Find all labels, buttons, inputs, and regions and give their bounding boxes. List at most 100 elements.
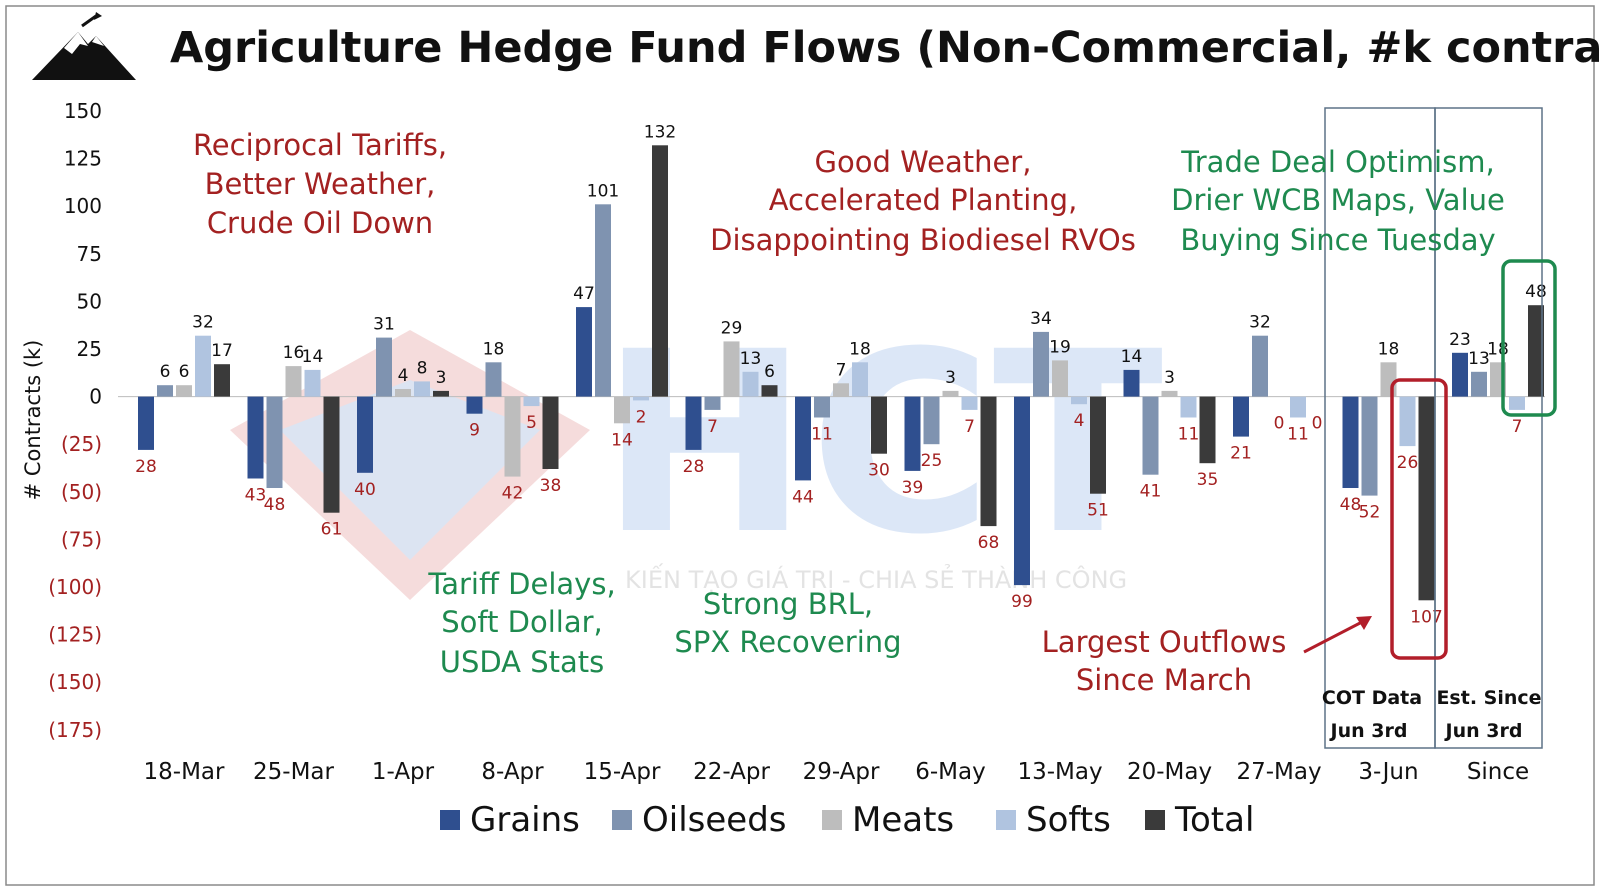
bar-total — [1528, 305, 1544, 397]
y-tick-label: 25 — [77, 337, 102, 361]
x-tick-label: 22-Apr — [693, 759, 770, 785]
bar-grains — [466, 396, 483, 414]
y-tick-label: (100) — [48, 575, 102, 599]
legend-label-oilseeds: Oilseeds — [642, 800, 787, 840]
data-label: 32 — [1249, 313, 1271, 333]
largest-outflow-highlight — [1390, 378, 1448, 660]
bar-softs — [633, 396, 649, 401]
annotation-line: Est. Since — [1436, 687, 1541, 709]
data-label: 9 — [469, 421, 480, 441]
y-tick-label: (150) — [48, 670, 102, 694]
data-label: 101 — [587, 181, 619, 201]
plot-area — [118, 145, 1545, 601]
legend-label-total: Total — [1174, 800, 1254, 840]
bar-oilseeds — [485, 362, 502, 397]
annotation-cot-data: COT Data Jun 3rd — [1322, 687, 1422, 742]
data-label: 13 — [740, 349, 762, 369]
data-label: 11 — [1287, 425, 1309, 445]
y-tick-label: 0 — [89, 385, 102, 409]
data-label: 18 — [483, 339, 505, 359]
data-label: 31 — [373, 315, 395, 335]
data-label: 7 — [1512, 417, 1523, 437]
watermark-logo-shape — [230, 330, 590, 600]
annotation-line: SPX Recovering — [674, 625, 901, 659]
watermark-logo-inner — [280, 380, 540, 560]
y-tick-label: 125 — [64, 147, 102, 171]
annotation-line: Soft Dollar, — [441, 605, 603, 639]
bar-oilseeds — [1361, 396, 1378, 496]
y-tick-label: 50 — [77, 289, 102, 313]
x-tick-label: Since — [1467, 759, 1529, 785]
legend-swatch-meats — [822, 810, 842, 830]
x-tick-label: 8-Apr — [481, 759, 544, 785]
bar-oilseeds — [1471, 371, 1487, 397]
data-label: 17 — [211, 341, 233, 361]
legend-swatch-total — [1145, 810, 1165, 830]
annotation-est-since: Est. Since Jun 3rd — [1436, 687, 1541, 742]
bar-meats — [1380, 362, 1397, 397]
y-tick-label: (125) — [48, 623, 102, 647]
data-label: 16 — [283, 343, 305, 363]
bar-softs — [1071, 396, 1087, 405]
annotation-reciprocal-tariffs: Reciprocal Tariffs, Better Weather, Crud… — [193, 128, 447, 240]
chart-legend: Grains Oilseeds Meats Softs Total — [440, 800, 1254, 840]
annotation-line: Largest Outflows — [1042, 625, 1287, 659]
bar-oilseeds — [1033, 331, 1049, 397]
annotation-line: Good Weather, — [815, 145, 1032, 179]
data-label: 14 — [302, 347, 324, 367]
bar-total — [542, 396, 559, 469]
data-label: 7 — [836, 360, 847, 380]
data-label: 8 — [417, 358, 428, 378]
annotation-line: Reciprocal Tariffs, — [193, 128, 447, 162]
bar-softs — [195, 335, 211, 397]
y-tick-label: (75) — [61, 527, 102, 551]
outflow-arrow — [1303, 616, 1372, 654]
data-label: 13 — [1468, 349, 1490, 369]
data-label: 39 — [902, 478, 924, 498]
bar-oilseeds — [376, 337, 392, 397]
data-label: 42 — [502, 484, 524, 504]
bar-total — [323, 396, 340, 513]
bar-meats — [1052, 360, 1068, 397]
data-label: 68 — [978, 533, 1000, 553]
data-label: 48 — [1340, 495, 1362, 515]
data-label: 18 — [1378, 339, 1400, 359]
bar-oilseeds — [704, 396, 721, 410]
data-label: 14 — [1121, 347, 1143, 367]
x-tick-label: 27-May — [1236, 759, 1321, 785]
y-tick-label: 75 — [77, 242, 102, 266]
bar-grains — [795, 396, 811, 481]
annotation-line: Strong BRL, — [703, 587, 873, 621]
x-tick-label: 29-Apr — [803, 759, 880, 785]
chart-frame — [5, 5, 1595, 886]
bar-total — [214, 364, 230, 397]
annotation-line: USDA Stats — [440, 645, 605, 679]
y-tick-label: (175) — [48, 718, 102, 742]
bar-softs — [1180, 396, 1197, 418]
x-axis-ticks: 18-Mar 25-Mar 1-Apr 8-Apr 15-Apr 22-Apr 29-Apr… — [144, 759, 1530, 785]
data-label: 28 — [683, 457, 705, 477]
bar-grains — [1014, 396, 1030, 586]
since-section-frame — [1434, 107, 1543, 749]
bar-meats — [614, 396, 630, 424]
data-label: 11 — [1178, 425, 1200, 445]
x-tick-label: 25-Mar — [253, 759, 335, 785]
data-label: 48 — [264, 495, 286, 515]
bar-oilseeds — [157, 385, 173, 397]
data-label: 6 — [160, 362, 171, 382]
chart-title: Agriculture Hedge Fund Flows (Non-Commer… — [170, 23, 1600, 73]
bar-softs — [742, 371, 759, 397]
data-label: 34 — [1030, 309, 1052, 329]
data-label: 61 — [321, 520, 343, 540]
legend-label-softs: Softs — [1026, 800, 1111, 840]
annotation-trade-deal: Trade Deal Optimism, Drier WCB Maps, Val… — [1171, 145, 1505, 257]
data-label: 132 — [644, 122, 676, 142]
data-label: 18 — [1487, 339, 1509, 359]
data-label: 38 — [540, 476, 562, 496]
bar-softs — [961, 396, 978, 410]
bar-total — [980, 396, 997, 527]
data-label: 29 — [721, 318, 743, 338]
data-label: 3 — [436, 368, 447, 388]
since-total-highlight — [1501, 259, 1557, 417]
